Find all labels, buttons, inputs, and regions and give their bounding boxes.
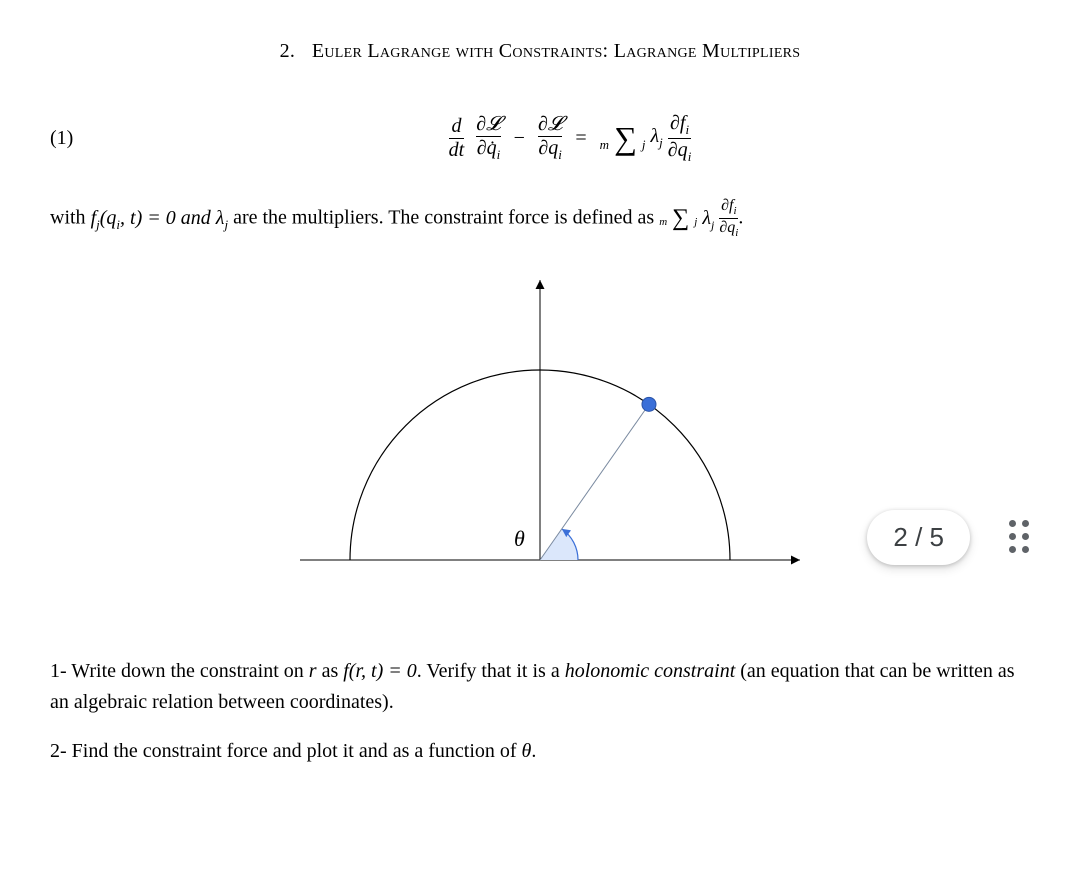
section-title-text: Euler Lagrange with Constraints: Lagrang… [312,40,801,62]
page-indicator[interactable]: 2 / 5 [867,510,970,565]
lambda-j: λj [651,125,663,147]
equation-number: (1) [50,127,110,150]
minus-sign: − [506,127,533,149]
figure-svg: θ [260,260,820,620]
section-title: 2. Euler Lagrange with Constraints: Lagr… [50,40,1030,63]
equation-row: (1) d dt ∂𝓛 ∂q̇i − ∂𝓛 ∂qi = m ∑ j λj ∂fi [50,113,1030,163]
section-number: 2. [280,40,296,62]
equals-sign: = [567,127,594,149]
constraint-paragraph: with fj(qi, t) = 0 and λj are the multip… [50,198,1030,239]
equation-body: d dt ∂𝓛 ∂q̇i − ∂𝓛 ∂qi = m ∑ j λj ∂fi ∂qi [110,113,1030,163]
more-menu-icon[interactable] [1009,520,1030,554]
question-1: 1- Write down the constraint on r as f(r… [50,656,1030,718]
question-2: 2- Find the constraint force and plot it… [50,736,1030,767]
frac-dfi-dqi: ∂fi ∂qi [668,113,692,163]
inline-frac: ∂fi ∂qi [719,198,738,239]
frac-d-dt: d dt [449,116,465,161]
sum-symbol: m ∑ j [600,124,646,153]
inline-sum: m ∑ j [659,208,697,230]
figure-semicircle: θ [50,260,1030,626]
frac-dL-dqdot: ∂𝓛 ∂q̇i [476,114,500,162]
frac-dL-dq: ∂𝓛 ∂qi [538,114,562,162]
svg-text:θ: θ [514,526,525,551]
